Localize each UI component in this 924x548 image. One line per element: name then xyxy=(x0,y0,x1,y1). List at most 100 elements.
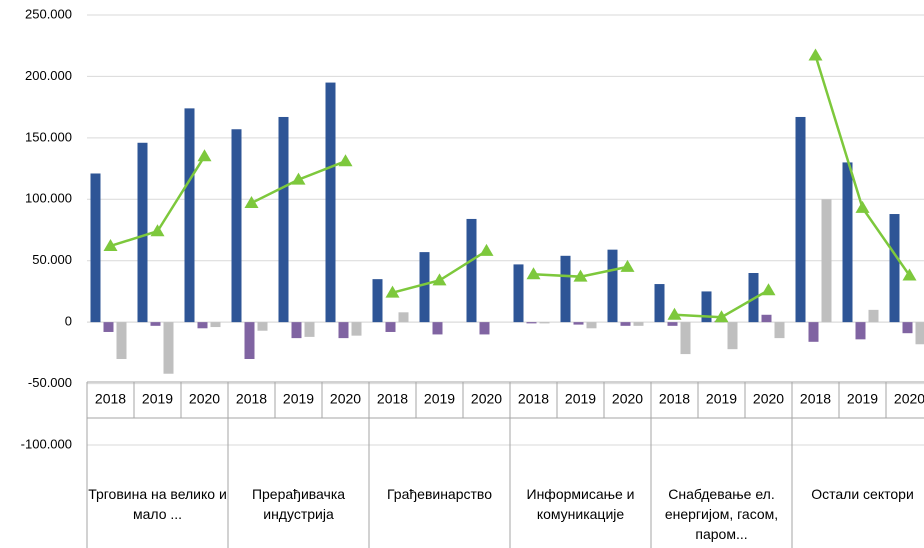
line-marker xyxy=(620,259,635,272)
x-tick-label: 2020 xyxy=(330,391,361,407)
bar xyxy=(432,322,443,335)
x-tick-label: 2020 xyxy=(471,391,502,407)
group-label: Информисање и комуникације xyxy=(526,486,635,522)
y-tick-label: 0 xyxy=(65,314,72,329)
line-marker xyxy=(855,200,870,213)
x-tick-label: 2020 xyxy=(894,391,924,407)
x-tick-label: 2018 xyxy=(377,391,408,407)
y-tick-label: -100.000 xyxy=(21,436,72,451)
bar xyxy=(761,314,772,323)
y-tick-label: 200.000 xyxy=(25,68,72,83)
bar xyxy=(889,214,900,323)
line-marker xyxy=(761,283,776,296)
line-marker xyxy=(338,154,353,167)
x-tick-label: 2020 xyxy=(189,391,220,407)
line-marker xyxy=(526,267,541,280)
bar xyxy=(808,322,819,342)
bar xyxy=(667,322,678,326)
x-tick-label: 2019 xyxy=(424,391,455,407)
x-tick-label: 2019 xyxy=(565,391,596,407)
line-marker xyxy=(244,195,259,208)
bar xyxy=(90,173,101,323)
bar xyxy=(526,322,537,324)
bar xyxy=(351,322,362,336)
bar xyxy=(868,309,879,323)
bar xyxy=(902,322,913,334)
line-marker xyxy=(197,149,212,162)
bar xyxy=(325,82,336,323)
bar xyxy=(855,322,866,340)
bar xyxy=(257,322,268,331)
bar xyxy=(701,291,712,323)
bar xyxy=(304,322,315,337)
y-tick-label: 250.000 xyxy=(25,6,72,21)
x-tick-label: 2019 xyxy=(142,391,173,407)
x-tick-label: 2018 xyxy=(95,391,126,407)
line-marker xyxy=(808,48,823,61)
x-tick-label: 2018 xyxy=(800,391,831,407)
bar xyxy=(103,322,114,332)
x-tick-label: 2020 xyxy=(612,391,643,407)
group-label: Остали сектори xyxy=(811,486,914,502)
bar xyxy=(231,129,242,323)
bar xyxy=(419,252,430,323)
bar xyxy=(372,279,383,323)
bar xyxy=(821,199,832,323)
bar xyxy=(513,264,524,323)
line-marker xyxy=(103,238,118,251)
line-marker xyxy=(902,268,917,281)
bar xyxy=(150,322,161,326)
bar xyxy=(607,249,618,323)
line-marker xyxy=(714,310,729,323)
bar xyxy=(278,116,289,323)
bar xyxy=(680,322,691,355)
bar xyxy=(727,322,738,350)
bar xyxy=(795,116,806,323)
group-label: Грађевинарство xyxy=(387,486,492,502)
group-label: Трговина на велико и мало ... xyxy=(88,486,227,522)
bar xyxy=(586,322,597,329)
bar xyxy=(210,322,221,328)
bar xyxy=(654,284,665,323)
bar xyxy=(116,322,127,359)
x-tick-label: 2019 xyxy=(706,391,737,407)
line-marker xyxy=(573,269,588,282)
line-marker xyxy=(667,307,682,320)
line-marker xyxy=(432,273,447,286)
bar xyxy=(842,162,853,323)
x-tick-label: 2018 xyxy=(518,391,549,407)
y-tick-label: 150.000 xyxy=(25,129,72,144)
bar xyxy=(398,312,409,323)
bar xyxy=(163,322,174,374)
bar xyxy=(633,322,644,326)
bar xyxy=(915,322,924,345)
bar xyxy=(620,322,631,326)
bar xyxy=(539,322,550,324)
line-marker xyxy=(150,224,165,237)
x-tick-label: 2020 xyxy=(753,391,784,407)
bar xyxy=(774,322,785,339)
x-tick-label: 2018 xyxy=(659,391,690,407)
x-tick-label: 2019 xyxy=(847,391,878,407)
x-tick-label: 2018 xyxy=(236,391,267,407)
line-marker xyxy=(479,243,494,256)
bar xyxy=(466,218,477,323)
bar xyxy=(573,322,584,325)
bar xyxy=(560,255,571,323)
y-tick-label: 50.000 xyxy=(32,252,72,267)
y-tick-label: -50.000 xyxy=(28,375,72,390)
bar xyxy=(244,322,255,359)
group-label: Прерађивачка индустрија xyxy=(251,486,346,522)
x-tick-label: 2019 xyxy=(283,391,314,407)
group-label: Снабдевање ел. енергијом, гасом, паром..… xyxy=(664,486,779,542)
bar xyxy=(197,322,208,329)
bar xyxy=(137,142,148,323)
bar xyxy=(338,322,349,339)
line-marker xyxy=(291,172,306,185)
bar xyxy=(385,322,396,332)
bar xyxy=(184,108,195,323)
bar xyxy=(479,322,490,335)
bar xyxy=(291,322,302,339)
